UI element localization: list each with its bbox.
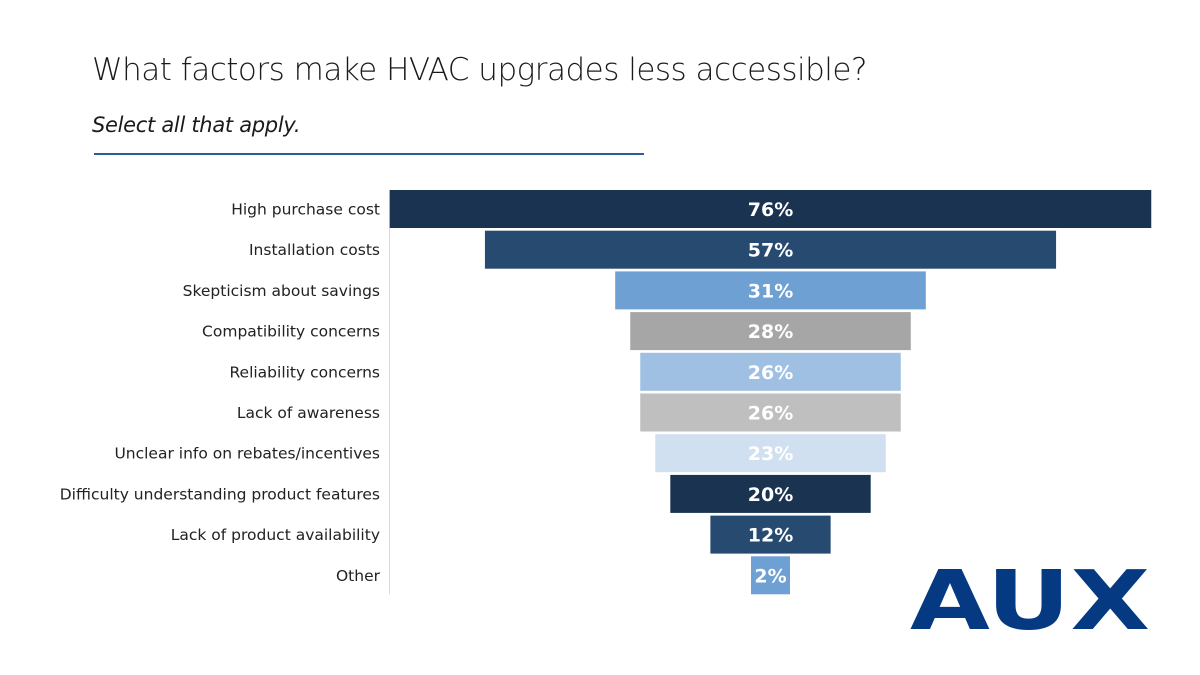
funnel-bar (615, 271, 926, 310)
category-label: High purchase cost (231, 201, 380, 219)
funnel-bar (640, 352, 901, 391)
category-label: Lack of awareness (237, 404, 380, 422)
funnel-bar (670, 474, 871, 513)
funnel-bar (630, 312, 911, 351)
logo-text: AUX (910, 566, 1150, 632)
category-label: Other (336, 567, 381, 585)
funnel-bar (389, 190, 1152, 228)
funnel-bar (655, 434, 886, 473)
data-label: 12% (748, 525, 793, 547)
aux-logo: AUX (910, 566, 1150, 632)
funnel-bar (751, 556, 790, 595)
funnel-bar (484, 230, 1057, 269)
data-label: 28% (748, 321, 793, 343)
data-label: 26% (748, 403, 793, 425)
title-divider (94, 153, 644, 155)
data-label: 23% (748, 443, 793, 465)
data-label: 57% (748, 240, 793, 262)
data-label: 20% (748, 484, 793, 506)
category-label: Reliability concerns (229, 363, 380, 381)
chart-subtitle: Select all that apply. (92, 113, 301, 137)
data-label: 26% (748, 362, 793, 384)
category-label: Unclear info on rebates/incentives (114, 445, 380, 463)
category-label: Compatibility concerns (202, 323, 380, 341)
category-label: Skepticism about savings (183, 282, 380, 300)
funnel-bar (710, 515, 831, 554)
category-label: Lack of product availability (171, 526, 380, 544)
category-label: Difficulty understanding product feature… (60, 485, 380, 503)
category-label: Installation costs (249, 241, 380, 259)
funnel-bar (640, 393, 901, 432)
data-label: 2% (754, 565, 786, 587)
data-label: 31% (748, 280, 793, 302)
data-label: 76% (748, 199, 793, 221)
chart-title: What factors make HVAC upgrades less acc… (92, 52, 867, 88)
